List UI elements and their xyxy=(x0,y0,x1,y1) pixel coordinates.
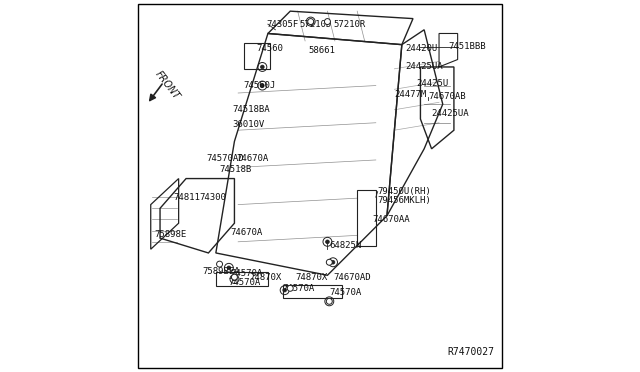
Text: 24425UA: 24425UA xyxy=(431,109,469,118)
Circle shape xyxy=(283,288,287,292)
Text: 74811: 74811 xyxy=(173,193,200,202)
Text: 74870X: 74870X xyxy=(250,273,282,282)
Circle shape xyxy=(326,259,332,265)
Text: 24477M: 24477M xyxy=(394,90,427,99)
Text: 74670A: 74670A xyxy=(231,228,263,237)
Text: 36010V: 36010V xyxy=(232,120,265,129)
Text: 74300: 74300 xyxy=(199,193,226,202)
Circle shape xyxy=(326,298,332,304)
Circle shape xyxy=(260,84,264,87)
Circle shape xyxy=(216,261,223,267)
Circle shape xyxy=(331,260,335,264)
Text: 74560: 74560 xyxy=(257,44,284,53)
Circle shape xyxy=(232,277,236,281)
FancyBboxPatch shape xyxy=(283,285,342,298)
Text: 74518B: 74518B xyxy=(220,165,252,174)
Text: 74570A: 74570A xyxy=(229,278,261,287)
Text: 58661: 58661 xyxy=(309,46,336,55)
Text: 74570A: 74570A xyxy=(283,284,315,293)
Circle shape xyxy=(308,19,314,25)
Text: 57210D: 57210D xyxy=(300,20,332,29)
Circle shape xyxy=(324,19,330,25)
Circle shape xyxy=(309,20,312,23)
Text: 7589BEA: 7589BEA xyxy=(203,267,241,276)
Text: 74670AD: 74670AD xyxy=(333,273,371,282)
Text: 24425U: 24425U xyxy=(417,79,449,88)
Circle shape xyxy=(232,274,237,280)
Circle shape xyxy=(227,266,231,270)
Text: 75898E: 75898E xyxy=(154,230,187,239)
Text: 79450U(RH): 79450U(RH) xyxy=(378,187,431,196)
Text: 74305F: 74305F xyxy=(266,20,298,29)
Text: 74570A: 74570A xyxy=(231,269,263,278)
Text: 74560J: 74560J xyxy=(244,81,276,90)
Text: 24420U: 24420U xyxy=(406,44,438,53)
Circle shape xyxy=(260,65,264,69)
Text: R7470027: R7470027 xyxy=(448,347,495,357)
Text: 74670A: 74670A xyxy=(236,154,269,163)
Text: 57210R: 57210R xyxy=(333,20,365,29)
FancyBboxPatch shape xyxy=(216,272,268,286)
Text: 7451BBB: 7451BBB xyxy=(449,42,486,51)
Text: 74570AD: 74570AD xyxy=(207,154,244,163)
Text: 74570A: 74570A xyxy=(330,288,362,296)
FancyBboxPatch shape xyxy=(244,43,270,69)
Text: FRONT: FRONT xyxy=(154,70,182,102)
Text: 74870X: 74870X xyxy=(296,273,328,282)
Text: 24425UA: 24425UA xyxy=(406,62,443,71)
FancyBboxPatch shape xyxy=(357,190,376,246)
Text: 79456MKLH): 79456MKLH) xyxy=(378,196,431,205)
Circle shape xyxy=(326,240,330,244)
Text: 74670AB: 74670AB xyxy=(428,92,465,101)
Text: 64825N: 64825N xyxy=(330,241,362,250)
Circle shape xyxy=(328,299,331,303)
Text: 74670AA: 74670AA xyxy=(372,215,410,224)
Text: 74518BA: 74518BA xyxy=(232,105,270,114)
Circle shape xyxy=(287,285,293,291)
